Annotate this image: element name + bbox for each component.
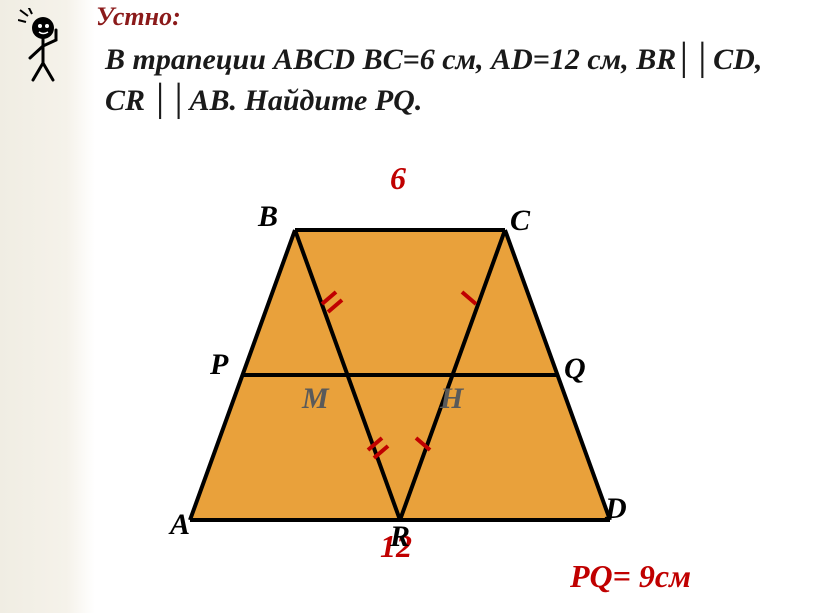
point-q-label: Q — [564, 352, 586, 386]
thinking-person-icon — [18, 8, 78, 83]
vertex-d-label: D — [605, 492, 627, 526]
left-gradient-panel — [0, 0, 95, 613]
bc-length-label: 6 — [390, 160, 406, 197]
oral-task-label: Устно: — [96, 2, 181, 32]
vertex-b-label: B — [258, 200, 278, 234]
answer-text: PQ= 9см — [570, 558, 691, 595]
vertex-c-label: C — [510, 204, 530, 238]
geometry-diagram: 6 12 B C A D P Q R M Н — [150, 170, 670, 570]
point-n-label: Н — [440, 382, 463, 416]
vertex-a-label: A — [170, 508, 190, 542]
problem-statement: В трапеции ABCD BC=6 см, АD=12 cм, BR││C… — [105, 40, 785, 121]
answer-prefix: PQ= — [570, 558, 639, 594]
point-m-label: M — [302, 382, 329, 416]
point-p-label: P — [210, 348, 228, 382]
point-r-label: R — [390, 520, 410, 554]
answer-value: 9см — [639, 558, 691, 594]
